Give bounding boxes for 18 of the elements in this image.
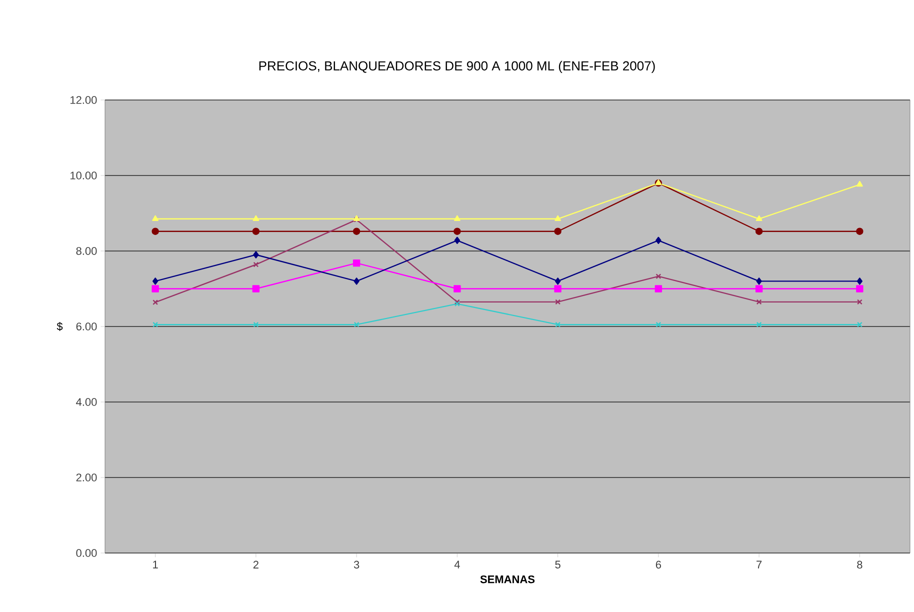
y-axis-title: $ xyxy=(56,322,63,331)
x-tick-label: 2 xyxy=(253,560,258,568)
x-tick-label: 5 xyxy=(555,560,560,568)
y-tick-label: 8.00 xyxy=(76,247,97,255)
y-tick-label: 0.00 xyxy=(76,549,97,557)
x-tick-label: 1 xyxy=(153,560,158,568)
x-tick-label: 3 xyxy=(354,560,360,569)
y-tick-label: 2.00 xyxy=(76,474,97,482)
x-tick-label: 6 xyxy=(656,560,662,569)
y-tick-label: 4.00 xyxy=(76,398,97,406)
x-axis-title: SEMANAS xyxy=(480,575,535,584)
x-tick-label: 8 xyxy=(857,560,862,569)
y-tick-label: 10.00 xyxy=(70,172,97,180)
chart-title: PRECIOS, BLANQUEADORES DE 900 A 1000 ML (ENE-FEB 2007) xyxy=(259,60,655,74)
x-tick-label: 7 xyxy=(756,560,762,568)
y-tick-label: 6.00 xyxy=(76,322,97,330)
y-tick-label: 12.00 xyxy=(70,96,97,104)
x-tick-label: 4 xyxy=(454,560,460,568)
